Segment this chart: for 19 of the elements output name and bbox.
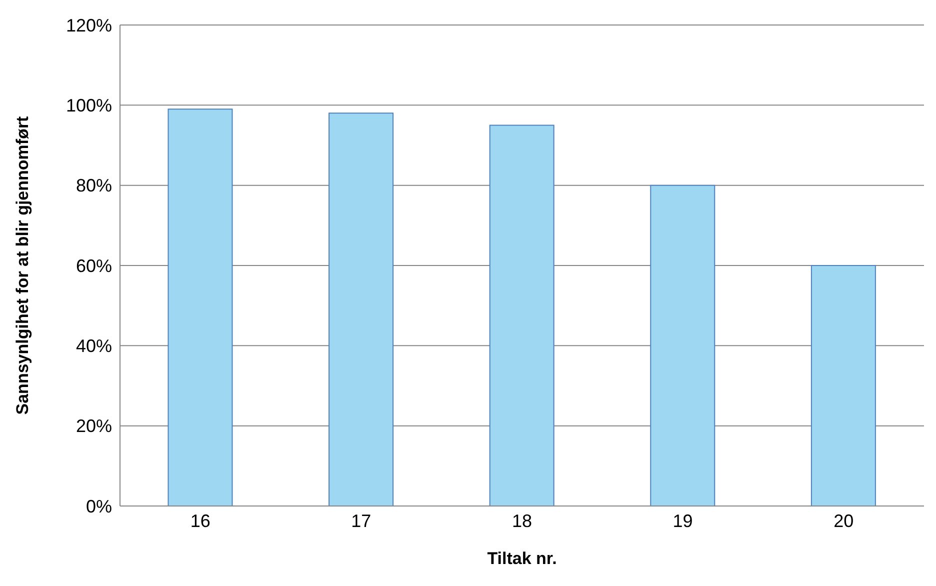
y-tick-label: 80% — [76, 176, 112, 196]
bar — [489, 124, 554, 506]
bar — [328, 112, 394, 506]
y-tick-label: 120% — [66, 15, 112, 36]
bar — [810, 265, 876, 506]
y-tick-label: 60% — [76, 256, 112, 276]
x-tick-label: 19 — [672, 510, 693, 531]
y-axis-title: Sannsynlgihet for at blir gjennomført — [13, 116, 32, 415]
x-tick-label: 17 — [351, 510, 372, 531]
x-tick-label: 18 — [512, 510, 532, 531]
x-tick-label: 20 — [834, 510, 854, 531]
y-tick-label: 0% — [86, 496, 112, 516]
x-axis-title: Tiltak nr. — [487, 549, 557, 568]
y-tick-label: 40% — [76, 336, 112, 356]
x-tick-label: 16 — [190, 510, 210, 531]
bar — [650, 184, 716, 506]
y-tick-label: 20% — [76, 416, 112, 436]
bar — [168, 108, 233, 506]
y-tick-label: 100% — [66, 96, 112, 116]
